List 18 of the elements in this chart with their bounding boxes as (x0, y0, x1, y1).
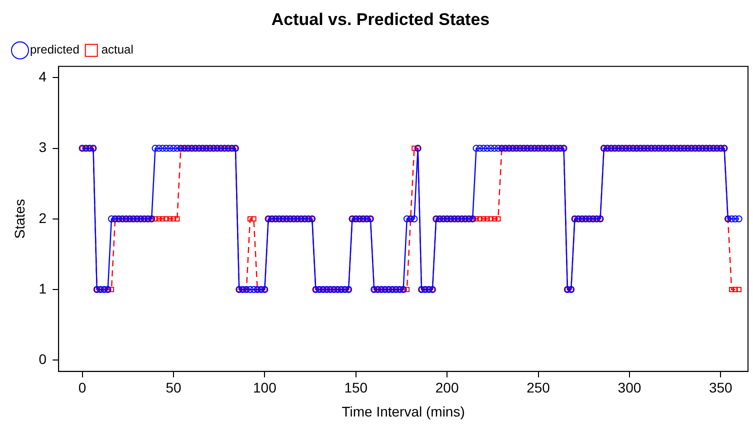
y-tick-label: 4 (38, 68, 47, 85)
y-axis-title: States (11, 199, 28, 239)
chart-title: Actual vs. Predicted States (271, 10, 490, 29)
legend-label: predicted (30, 42, 80, 57)
y-tick-label: 3 (38, 139, 47, 156)
x-tick-label: 300 (618, 380, 642, 396)
x-tick-label: 200 (435, 380, 459, 396)
x-tick-label: 350 (708, 380, 733, 396)
x-tick-label: 250 (526, 380, 550, 396)
y-tick-label: 2 (38, 210, 47, 226)
x-tick-label: 0 (78, 380, 86, 396)
y-tick-label: 1 (38, 280, 47, 296)
legend-label: actual (101, 42, 134, 57)
x-tick-label: 50 (166, 380, 182, 396)
x-tick-label: 150 (344, 380, 368, 396)
y-tick-label: 0 (38, 350, 47, 367)
x-axis-title: Time Interval (mins) (342, 403, 465, 420)
x-tick-label: 100 (253, 380, 277, 396)
